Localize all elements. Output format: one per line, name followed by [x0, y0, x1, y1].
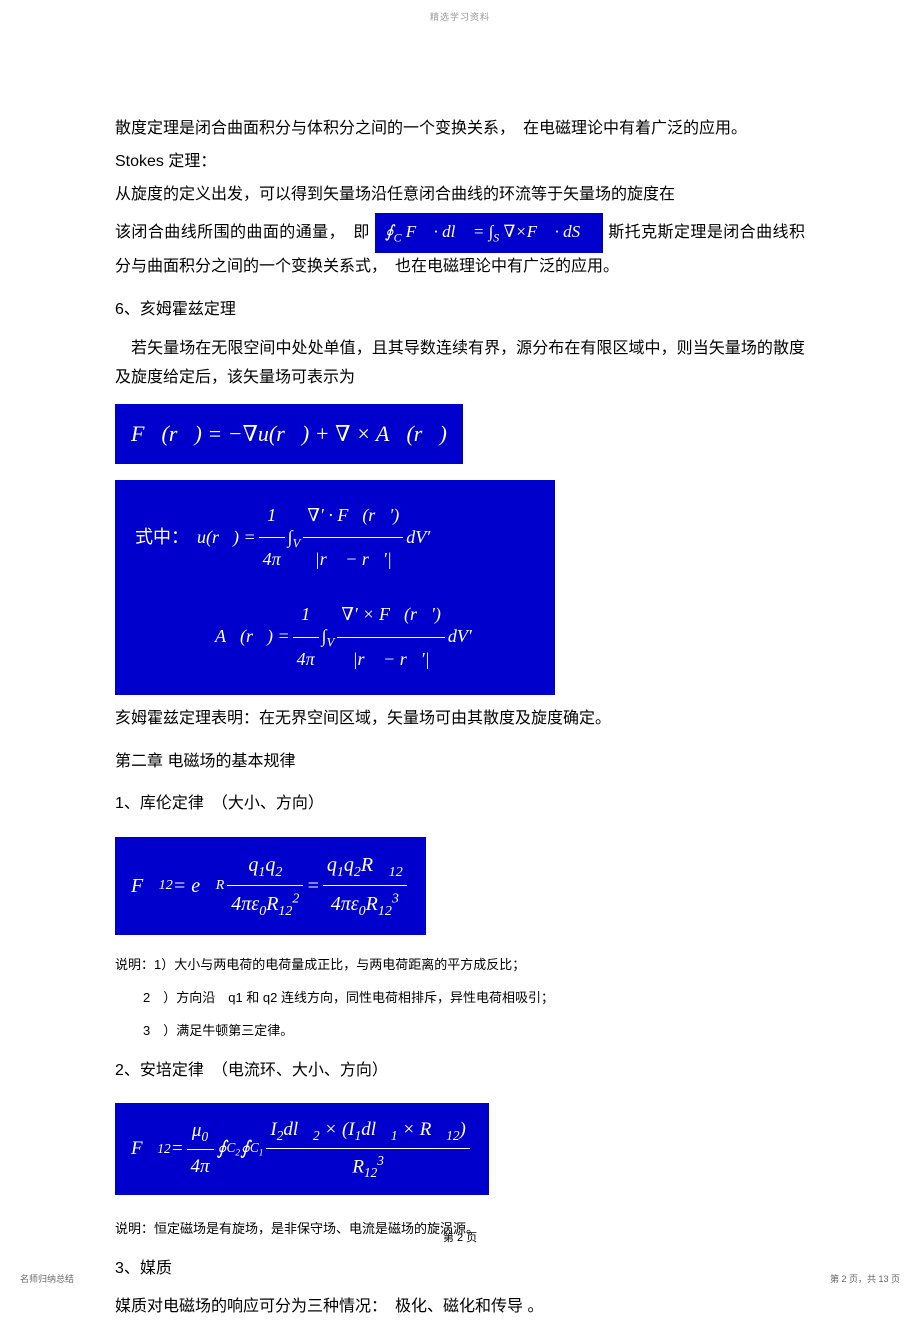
- page-content: 散度定理是闭合曲面积分与体积分之间的一个变换关系， 在电磁理论中有着广泛的应用。…: [0, 0, 920, 1322]
- helmholtz-conclusion: 亥姆霍兹定理表明：在无界空间区域，矢量场可由其散度及旋度确定。: [115, 705, 805, 734]
- coulomb-note-3: 3 ）满足牛顿第三定律。: [143, 1019, 805, 1042]
- coulomb-note-1: 说明：1）大小与两电荷的电荷量成正比，与两电荷距离的平方成反比；: [115, 953, 805, 976]
- stokes-formula: ∮C F⃗ · dl⃗ = ∫S ∇×F⃗ · dS⃗: [375, 213, 604, 253]
- section-3-desc: 媒质对电磁场的响应可分为三种情况： 极化、磁化和传导 。: [115, 1293, 805, 1322]
- footer-left: 名师归纳总结: [20, 1272, 74, 1285]
- stokes-title: Stokes 定理：: [115, 148, 805, 177]
- formula-label: 式中：: [135, 516, 189, 559]
- paragraph-divergence: 散度定理是闭合曲面积分与体积分之间的一个变换关系， 在电磁理论中有着广泛的应用。: [115, 115, 805, 144]
- stokes-pre-text: 该闭合曲线所围的曲面的通量， 即: [115, 225, 370, 242]
- chapter-2-title: 第二章 电磁场的基本规律: [115, 748, 805, 777]
- section-3-title: 3、媒质: [115, 1255, 805, 1284]
- coulomb-formula: F⃗12 = e⃗R q1q24πε0R122 = q1q2R⃗124πε0R1…: [115, 829, 805, 942]
- section-1-title: 1、库伦定律 （大小、方向）: [115, 790, 805, 819]
- footer-right: 第 2 页，共 13 页: [830, 1272, 900, 1285]
- coulomb-note-2: 2 ）方向沿 q1 和 q2 连线方向，同性电荷相排斥，异性电荷相吸引；: [143, 986, 805, 1009]
- section-6-title: 6、亥姆霍兹定理: [115, 296, 805, 325]
- ampere-formula: F⃗12 = μ04π ∮C2 ∮C1 I2dl⃗2 × (I1dl⃗1 × R…: [115, 1095, 805, 1203]
- helmholtz-formula-2: 式中： u(r⃗) = 14π ∫V ∇′ · F⃗(r⃗′)|r⃗ − r⃗′…: [115, 480, 555, 695]
- page-number: 第 2 页: [443, 1229, 477, 1245]
- stokes-desc: 从旋度的定义出发，可以得到矢量场沿任意闭合曲线的环流等于矢量场的旋度在: [115, 181, 805, 210]
- header-watermark: 精选学习资料: [430, 10, 490, 23]
- section-6-desc: 若矢量场在无限空间中处处单值，且其导数连续有界，源分布在有限区域中，则当矢量场的…: [115, 335, 805, 393]
- stokes-formula-line: 该闭合曲线所围的曲面的通量， 即 ∮C F⃗ · dl⃗ = ∫S ∇×F⃗ ·…: [115, 213, 805, 282]
- helmholtz-formula-1: F⃗(r⃗) = −∇u(r⃗) + ∇ × A⃗(r⃗): [115, 396, 805, 472]
- section-2-title: 2、安培定律 （电流环、大小、方向）: [115, 1057, 805, 1086]
